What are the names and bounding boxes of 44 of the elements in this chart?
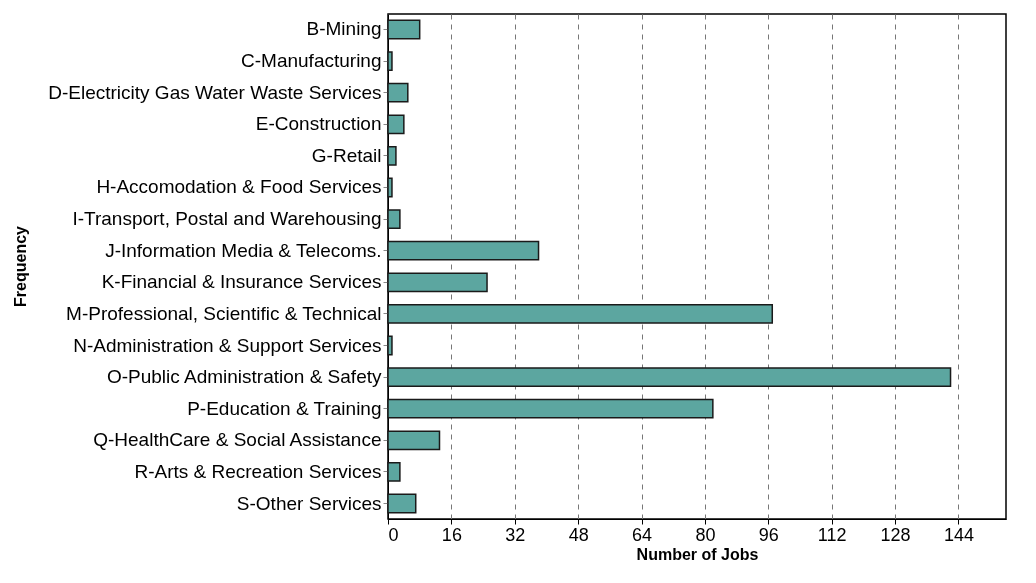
y-tick-label: M-Professional, Scientific & Technical: [66, 302, 382, 324]
bar: [387, 19, 421, 40]
y-tick-label: P-Education & Training: [187, 397, 382, 419]
bar: [387, 493, 417, 514]
y-tick-label: S-Other Services: [236, 492, 382, 514]
y-tick-label: I-Transport, Postal and Warehousing: [72, 208, 382, 230]
y-tick-label: H-Accomodation & Food Services: [96, 176, 382, 198]
y-tick-label: O-Public Administration & Safety: [106, 366, 382, 388]
y-tick-label: C-Manufacturing: [241, 50, 382, 72]
y-tick-label: G-Retail: [311, 144, 382, 166]
bar: [387, 272, 488, 293]
bar: [387, 398, 714, 419]
bar: [387, 430, 441, 451]
x-tick-label: 128: [880, 524, 911, 545]
x-tick-label: 144: [943, 524, 974, 545]
y-tick-label: K-Financial & Insurance Services: [101, 271, 382, 293]
bar: [387, 177, 393, 198]
x-tick-label: 16: [441, 524, 462, 545]
bar: [387, 367, 952, 388]
y-tick-label: B-Mining: [306, 18, 382, 40]
x-tick-label: 112: [817, 524, 847, 545]
x-axis-title: Number of Jobs: [636, 545, 759, 563]
y-tick-label: E-Construction: [255, 113, 382, 135]
bar: [387, 114, 405, 135]
y-tick-label: R-Arts & Recreation Services: [134, 460, 382, 482]
y-axis-title: Frequency: [11, 225, 29, 307]
bar: [387, 145, 397, 166]
x-tick-label: 48: [568, 524, 589, 545]
x-tick-label: 80: [695, 524, 716, 545]
y-tick-label: D-Electricity Gas Water Waste Services: [48, 81, 382, 103]
x-tick-label: 96: [758, 524, 779, 545]
bar: [387, 209, 401, 230]
bar: [387, 303, 774, 324]
y-tick-label: N-Administration & Support Services: [73, 334, 382, 356]
bar: [387, 462, 401, 482]
bar: [387, 335, 393, 356]
x-tick-label: 32: [505, 524, 526, 545]
y-tick-label: J-Information Media & Telecoms.: [105, 239, 382, 261]
x-tick-label: 0: [388, 524, 399, 545]
y-tick-label: Q-HealthCare & Social Assistance: [93, 429, 382, 451]
x-tick-label: 64: [632, 524, 653, 545]
bar: [387, 240, 540, 261]
bar: [387, 82, 409, 103]
bar: [387, 51, 393, 71]
